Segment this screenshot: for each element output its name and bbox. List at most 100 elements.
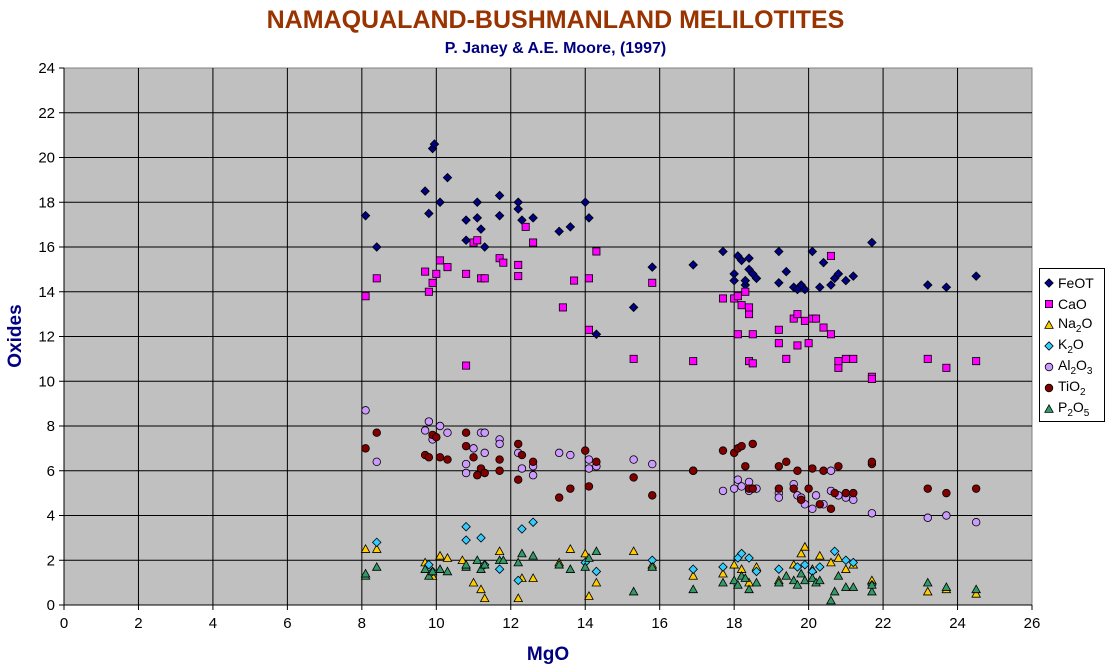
point-feot [461, 215, 471, 225]
point-feot [429, 139, 440, 149]
point-cao [745, 310, 754, 319]
point-cao [436, 256, 445, 265]
point-cao [972, 357, 981, 366]
point-k2o [591, 566, 602, 577]
point-al2o3 [923, 513, 932, 522]
x-tick-label: 4 [209, 615, 217, 632]
point-k2o [829, 546, 840, 557]
point-p2o5 [792, 579, 803, 589]
point-tio2 [971, 484, 981, 493]
point-tio2 [443, 455, 452, 464]
point-tio2 [584, 482, 594, 491]
point-p2o5 [833, 570, 844, 580]
point-al2o3 [867, 509, 877, 518]
legend-label: Al2O3 [1058, 356, 1093, 377]
point-feot [494, 210, 505, 221]
point-cao [718, 294, 727, 303]
point-feot [628, 302, 639, 313]
point-feot [420, 186, 430, 196]
x-tick-label: 12 [502, 615, 519, 632]
y-axis-title: Oxides [5, 304, 26, 367]
point-na2o [826, 557, 836, 567]
point-al2o3 [718, 486, 728, 496]
point-al2o3 [424, 417, 434, 426]
point-tio2 [867, 457, 877, 466]
point-cao [834, 357, 843, 366]
point-p2o5 [826, 595, 836, 605]
point-p2o5 [472, 555, 483, 565]
point-feot [461, 235, 471, 246]
point-al2o3 [361, 406, 370, 415]
point-feot [554, 226, 564, 237]
point-tio2 [566, 484, 575, 493]
point-k2o [424, 559, 434, 570]
point-k2o [688, 564, 698, 574]
point-tio2 [432, 432, 441, 442]
legend-marker [1044, 383, 1054, 392]
point-k2o [461, 535, 471, 545]
point-tio2 [748, 484, 757, 493]
legend-label: FeOT [1058, 274, 1094, 291]
point-feot [584, 213, 594, 223]
point-al2o3 [566, 450, 575, 460]
legend-marker [1044, 362, 1054, 371]
point-al2o3 [435, 421, 445, 431]
point-p2o5 [814, 575, 825, 585]
point-feot [815, 282, 825, 293]
point-cao [745, 303, 754, 312]
legend-marker [1045, 299, 1053, 308]
series-cao [361, 222, 981, 384]
point-cao [800, 316, 809, 325]
point-p2o5 [744, 584, 754, 594]
legend-label: P2O5 [1058, 398, 1090, 419]
point-feot [688, 260, 698, 270]
point-feot [513, 204, 523, 214]
point-al2o3 [443, 428, 452, 437]
point-p2o5 [423, 570, 434, 580]
point-na2o [528, 573, 538, 582]
y-tick-label: 14 [38, 284, 55, 301]
point-cao [480, 274, 489, 283]
circle-icon [1044, 362, 1054, 371]
point-k2o [736, 548, 747, 559]
point-tio2 [435, 453, 445, 462]
point-na2o [476, 584, 486, 594]
y-tick-label: 20 [38, 150, 55, 167]
point-p2o5 [528, 550, 538, 560]
point-na2o [435, 550, 445, 560]
point-tio2 [841, 488, 851, 498]
legend-label: TiO2 [1058, 377, 1086, 398]
point-k2o [751, 566, 762, 577]
point-p2o5 [647, 561, 658, 571]
point-na2o [580, 548, 591, 558]
point-al2o3 [517, 464, 527, 473]
point-tio2 [461, 428, 471, 437]
point-tio2 [748, 439, 757, 449]
x-tick-label: 0 [60, 615, 68, 632]
point-cao [462, 361, 471, 370]
point-feot [472, 213, 483, 223]
y-tick-label: 10 [38, 373, 55, 390]
point-p2o5 [867, 579, 877, 589]
point-k2o [792, 562, 803, 572]
legend-label: CaO [1058, 295, 1087, 312]
point-feot [565, 222, 576, 232]
point-p2o5 [442, 566, 453, 576]
point-tio2 [718, 446, 728, 455]
point-na2o [494, 546, 505, 556]
point-p2o5 [628, 586, 639, 596]
point-p2o5 [371, 561, 382, 571]
x-tick-label: 20 [800, 615, 817, 632]
triangle-icon [1044, 403, 1054, 413]
point-na2o [513, 593, 524, 603]
x-axis-title: MgO [527, 644, 569, 665]
point-tio2 [741, 462, 750, 471]
point-cao [812, 314, 821, 323]
point-feot [736, 255, 747, 266]
point-cao [826, 251, 835, 260]
point-cao [748, 330, 757, 339]
point-p2o5 [479, 559, 490, 569]
point-k2o [476, 533, 486, 543]
point-feot [807, 246, 818, 257]
point-cao [793, 310, 802, 319]
